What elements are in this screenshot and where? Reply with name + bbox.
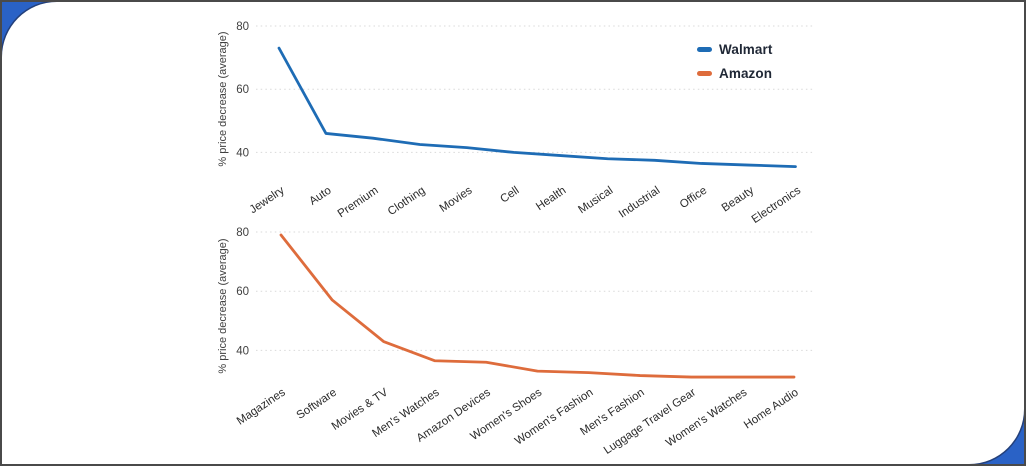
- y-tick-label: 80: [236, 227, 249, 239]
- x-category-label: Musical: [576, 185, 615, 217]
- x-category-label: Office: [678, 185, 709, 212]
- legend: Walmart Amazon: [697, 42, 772, 90]
- y-tick-label: 40: [236, 147, 249, 159]
- top-chart-y-axis-title: % price decrease (average): [217, 31, 229, 167]
- x-category-label: Clothing: [386, 185, 428, 219]
- x-category-label: Auto: [307, 185, 333, 208]
- x-category-label: Health: [534, 185, 568, 214]
- bottom-chart-y-axis-title: % price decrease (average): [217, 238, 229, 374]
- x-category-label: Electronics: [750, 184, 804, 226]
- legend-label-walmart: Walmart: [719, 42, 773, 57]
- x-category-label: Magazines: [235, 386, 288, 427]
- x-category-label: Movies: [438, 184, 475, 214]
- y-tick-label: 80: [236, 21, 249, 33]
- amazon-line: [279, 233, 796, 379]
- legend-row-walmart: Walmart: [697, 42, 772, 57]
- walmart-line-marker-icon: [697, 47, 712, 52]
- x-category-label: Jewelry: [248, 184, 287, 216]
- x-category-label: Cell: [498, 185, 521, 206]
- legend-row-amazon: Amazon: [697, 66, 772, 81]
- y-tick-label: 40: [236, 345, 249, 357]
- amazon-line-marker-icon: [697, 71, 712, 76]
- x-category-label: Software: [295, 387, 339, 422]
- x-category-label: Premium: [336, 185, 381, 221]
- x-category-label: Beauty: [720, 184, 757, 214]
- x-category-label: Home Audio: [742, 387, 801, 432]
- y-tick-label: 60: [236, 286, 249, 298]
- legend-label-amazon: Amazon: [719, 66, 773, 81]
- y-tick-label: 60: [236, 84, 249, 96]
- x-category-label: Industrial: [617, 185, 662, 221]
- x-category-label: Luggage Travel Gear: [602, 386, 698, 456]
- walmart-line: [277, 46, 797, 169]
